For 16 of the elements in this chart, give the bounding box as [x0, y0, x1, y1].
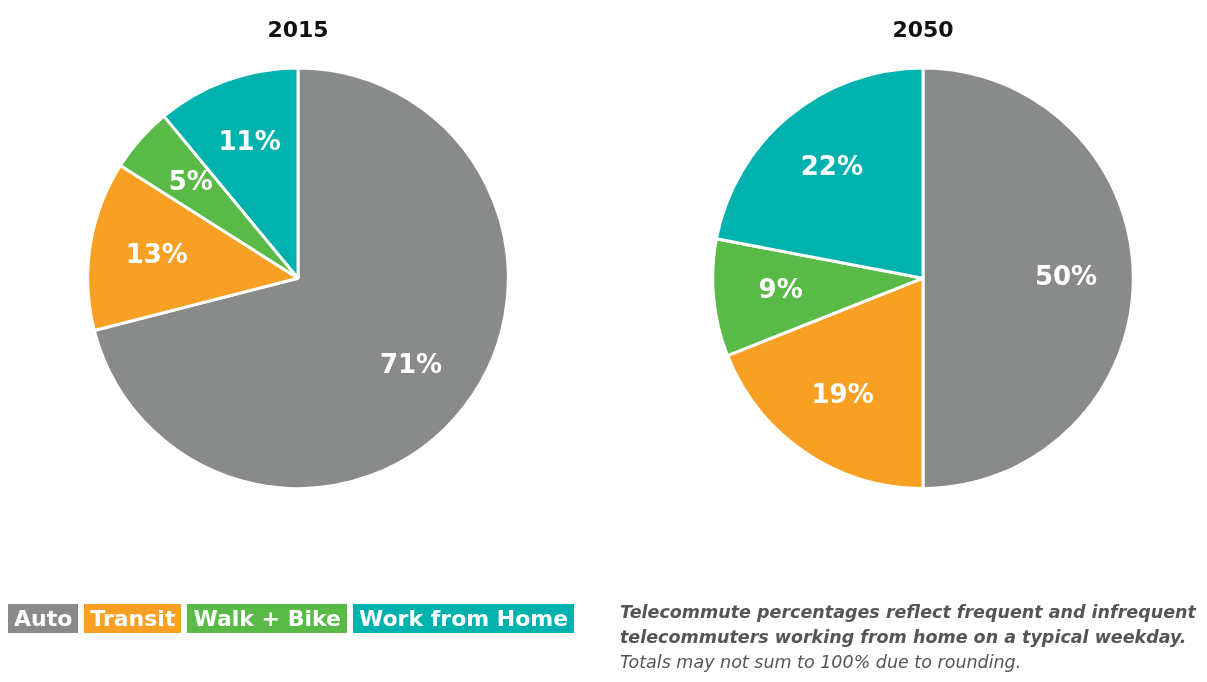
- data-label: 50%: [1034, 260, 1098, 291]
- data-label: 9%: [758, 274, 803, 305]
- data-label: 71%: [379, 348, 443, 379]
- chart-title: 2050: [892, 16, 954, 42]
- data-label: 22%: [800, 150, 863, 181]
- text: Totals may not sum to 100% due to rounding.: [620, 651, 1023, 674]
- data-label: 5%: [168, 166, 213, 197]
- chart-title: 2015: [267, 16, 329, 42]
- data-label: 13%: [125, 238, 188, 269]
- text: Telecommute percentages reflect frequent and infrequent telecommuters working from home on a typical weekday.: [620, 601, 1198, 649]
- data-label: 11%: [218, 126, 281, 157]
- legend-label: Work from Home: [358, 604, 575, 633]
- legend-label: Walk + Bike: [193, 604, 347, 633]
- legend-label: Auto: [14, 604, 79, 633]
- legend-label: Transit: [90, 604, 182, 633]
- data-label: 19%: [811, 379, 874, 410]
